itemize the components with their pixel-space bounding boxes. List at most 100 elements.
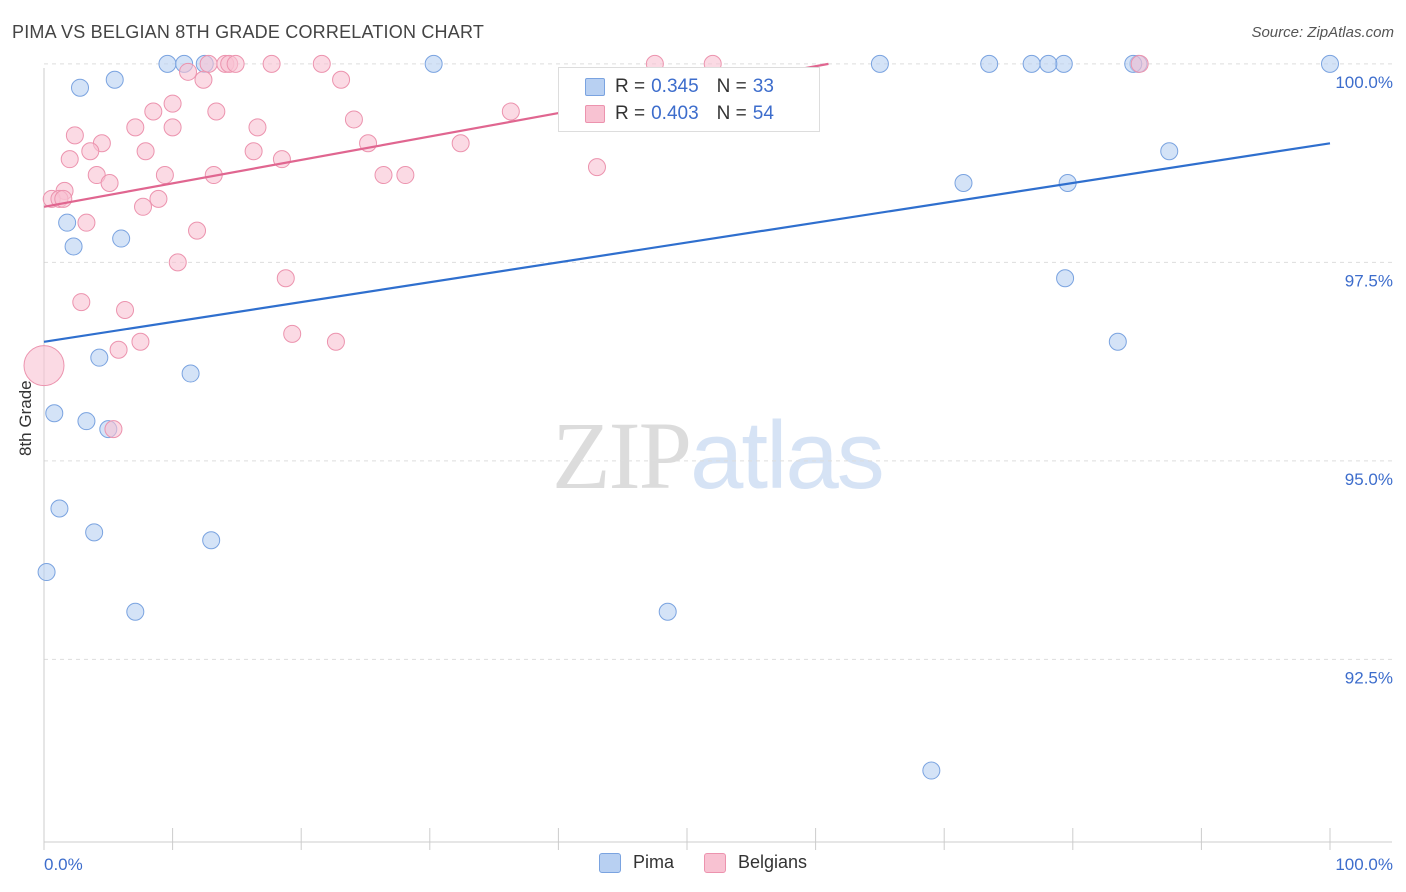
pima-legend-icon <box>598 852 621 873</box>
pima-point-25 <box>77 412 96 431</box>
belgians-point-49 <box>326 332 345 351</box>
pima-n-value: 33 <box>752 76 774 97</box>
pima-point-9 <box>1022 54 1041 73</box>
belgians-point-35 <box>100 173 119 192</box>
pima-point-20 <box>1056 269 1075 288</box>
belgians-point-50 <box>109 340 128 359</box>
pima-point-29 <box>202 531 221 550</box>
belgians-point-11 <box>332 70 351 89</box>
belgians-point-8 <box>1130 54 1149 73</box>
belgians-n-label: N = <box>716 103 747 124</box>
series-legend: Pima Belgians <box>0 852 1406 873</box>
belgians-point-20 <box>65 126 84 145</box>
belgians-point-5 <box>312 54 331 73</box>
pima-point-1 <box>105 70 124 89</box>
pima-point-10 <box>1039 54 1058 73</box>
pima-trend-line <box>43 142 1331 343</box>
pima-point-15 <box>954 173 973 192</box>
belgians-point-17 <box>163 118 182 137</box>
pima-point-33 <box>922 761 941 780</box>
belgians-point-45 <box>72 293 91 312</box>
belgians-point-14 <box>207 102 226 121</box>
pima-r-value: 0.345 <box>651 76 699 97</box>
watermark-atlas: atlas <box>690 402 885 509</box>
pima-point-27 <box>50 499 69 518</box>
belgians-point-10 <box>194 70 213 89</box>
x-tick-label-1: 100.0% <box>1335 855 1393 874</box>
pima-point-2 <box>158 54 177 73</box>
pima-point-0 <box>71 78 90 97</box>
chart-title: PIMA VS BELGIAN 8TH GRADE CORRELATION CH… <box>12 22 485 42</box>
legend-label-belgians: Belgians <box>737 852 808 872</box>
belgians-point-47 <box>283 324 302 343</box>
belgians-point-23 <box>136 142 155 161</box>
belgians-point-52 <box>104 420 123 439</box>
y-tick-label-0: 100.0% <box>1335 73 1393 92</box>
belgians-point-26 <box>451 134 470 153</box>
belgians-point-29 <box>587 158 606 177</box>
pima-swatch-icon <box>585 78 605 96</box>
belgians-point-30 <box>87 166 106 185</box>
pima-point-21 <box>1108 332 1127 351</box>
belgians-point-16 <box>126 118 145 137</box>
belgians-point-19 <box>344 110 363 129</box>
legend-row-pima: R = 0.345 N = 33 <box>585 75 774 99</box>
y-tick-label-3: 92.5% <box>1345 668 1393 687</box>
belgians-r-label: R = <box>615 103 646 124</box>
belgians-point-24 <box>244 142 263 161</box>
belgians-point-33 <box>374 166 393 185</box>
pima-point-30 <box>37 563 56 582</box>
belgians-point-46 <box>116 301 135 320</box>
belgians-point-0 <box>199 54 218 73</box>
belgians-point-12 <box>163 94 182 113</box>
pima-point-19 <box>112 229 131 248</box>
pima-point-32 <box>658 602 677 621</box>
belgians-point-42 <box>188 221 207 240</box>
legend-item-belgians[interactable]: Belgians <box>703 852 808 873</box>
y-axis-label: 8th Grade <box>16 380 35 456</box>
belgians-point-40 <box>149 189 168 208</box>
pima-point-24 <box>45 404 64 423</box>
legend-row-belgians: R = 0.403 N = 54 <box>585 102 774 126</box>
pima-r-label: R = <box>615 76 646 97</box>
belgians-legend-icon <box>703 852 726 873</box>
belgians-point-31 <box>155 166 174 185</box>
pima-point-17 <box>58 213 77 232</box>
belgians-point-34 <box>396 166 415 185</box>
belgians-point-44 <box>276 269 295 288</box>
pima-n-label: N = <box>716 76 747 97</box>
pima-point-6 <box>870 54 889 73</box>
pima-point-18 <box>64 237 83 256</box>
legend-label-pima: Pima <box>632 852 674 872</box>
y-tick-label-2: 95.0% <box>1345 470 1393 489</box>
stats-legend: R = 0.345 N = 33 R = 0.403 N = 54 <box>558 67 820 132</box>
belgians-point-15 <box>501 102 520 121</box>
belgians-point-3 <box>226 54 245 73</box>
x-tick-label-0: 0.0% <box>44 855 83 874</box>
watermark: ZIPatlas <box>552 400 885 511</box>
belgians-point-41 <box>77 213 96 232</box>
belgians-swatch-icon <box>585 105 605 123</box>
belgians-point-22 <box>81 142 100 161</box>
pima-point-31 <box>126 602 145 621</box>
belgians-point-9 <box>179 62 198 81</box>
belgians-point-51 <box>23 345 65 387</box>
pima-point-28 <box>85 523 104 542</box>
pima-point-13 <box>1321 54 1339 73</box>
pima-point-23 <box>181 364 200 383</box>
legend-item-pima[interactable]: Pima <box>598 852 674 873</box>
belgians-point-4 <box>262 54 281 73</box>
pima-point-8 <box>1054 54 1073 73</box>
belgians-point-48 <box>131 332 150 351</box>
pima-point-5 <box>424 54 443 73</box>
pima-point-14 <box>1160 142 1179 161</box>
y-tick-label-1: 97.5% <box>1345 271 1393 290</box>
belgians-n-value: 54 <box>752 103 774 124</box>
belgians-point-39 <box>134 197 153 216</box>
belgians-point-43 <box>168 253 187 272</box>
pima-point-7 <box>980 54 999 73</box>
belgians-point-27 <box>60 150 79 169</box>
source-credit: Source: ZipAtlas.com <box>1251 24 1394 41</box>
belgians-point-18 <box>248 118 267 137</box>
